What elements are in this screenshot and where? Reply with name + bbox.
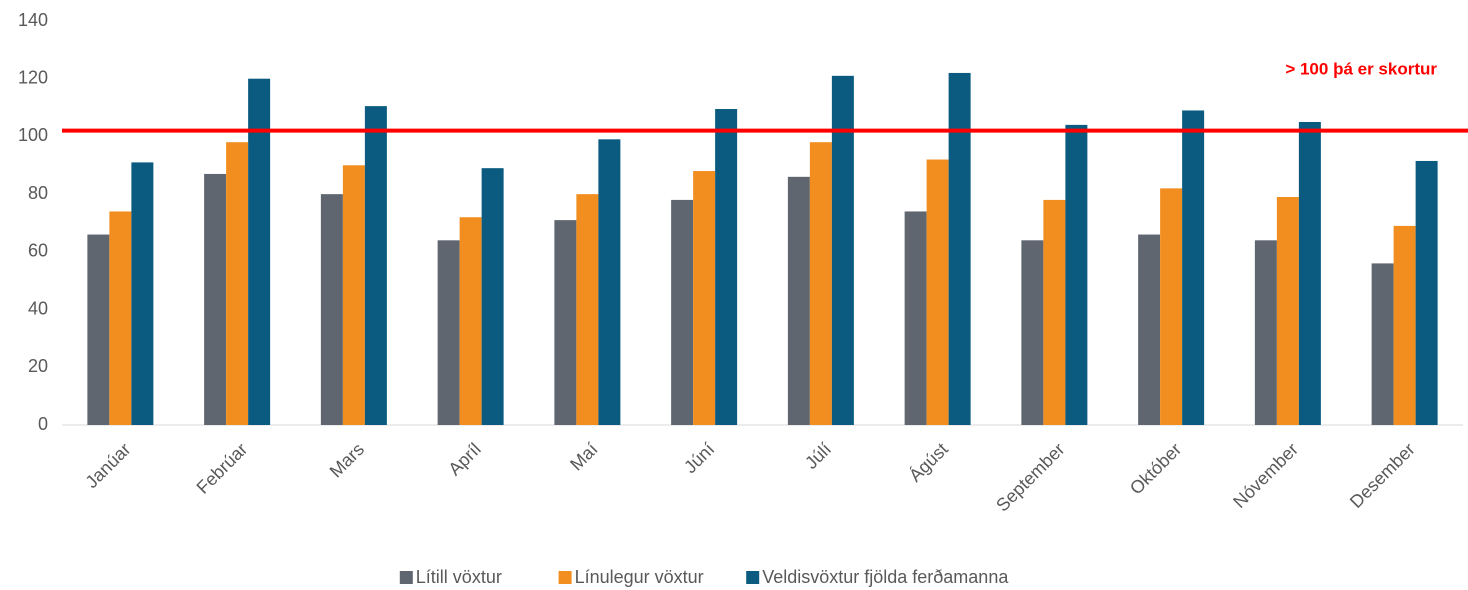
x-tick-label: Nóvember [1229, 439, 1302, 512]
legend-swatch [399, 571, 413, 584]
bar [320, 194, 343, 425]
bar [1065, 124, 1088, 425]
x-tick-label: Ágúst [905, 439, 952, 486]
x-tick-label: September [992, 439, 1068, 515]
x-tick-label: Október [1126, 439, 1185, 498]
bar [1371, 263, 1394, 425]
bar [437, 240, 460, 425]
x-tick-label: Júlí [801, 439, 835, 473]
bar [598, 139, 621, 426]
y-tick-label: 60 [28, 241, 48, 261]
bar [1254, 240, 1277, 425]
y-tick-label: 120 [18, 67, 48, 87]
bar [1182, 110, 1205, 425]
x-tick-label: Janúar [81, 439, 134, 492]
bar [1276, 197, 1299, 425]
bar [671, 199, 694, 425]
bar [204, 173, 227, 425]
bar [926, 159, 949, 425]
bar [226, 142, 249, 425]
bar [715, 109, 738, 425]
y-tick-label: 100 [18, 125, 48, 145]
bar [831, 75, 854, 425]
bar [1298, 122, 1321, 425]
bar [1043, 199, 1066, 425]
bar [459, 217, 482, 425]
x-tick-label: Desember [1346, 439, 1419, 512]
x-tick-label: Mars [326, 439, 368, 481]
legend-label: Lítill vöxtur [416, 567, 502, 587]
x-tick-label: Maí [566, 439, 601, 474]
bar [87, 234, 110, 425]
legend-label: Línulegur vöxtur [575, 567, 704, 587]
y-tick-label: 0 [38, 414, 48, 434]
bar [787, 176, 810, 425]
bar [364, 106, 387, 425]
bar [1393, 225, 1416, 425]
bar [576, 194, 599, 425]
bar [554, 220, 577, 425]
legend-swatch [558, 571, 572, 584]
y-tick-label: 40 [28, 298, 48, 318]
bar [248, 78, 271, 425]
legend-swatch [746, 571, 760, 584]
bar [1415, 160, 1438, 425]
bar [1138, 234, 1161, 425]
bar [809, 142, 832, 425]
x-tick-label: Febrúar [193, 439, 252, 498]
bar [1160, 188, 1183, 425]
bar [131, 162, 154, 425]
y-tick-label: 20 [28, 356, 48, 376]
bar [1021, 240, 1044, 425]
bar [948, 72, 971, 425]
bar [693, 171, 716, 425]
x-tick-label: Júní [680, 439, 718, 477]
legend-label: Veldisvöxtur fjölda ferðamanna [762, 567, 1009, 587]
bar [109, 211, 132, 425]
bar [904, 211, 927, 425]
y-tick-label: 140 [18, 10, 48, 30]
y-tick-label: 80 [28, 183, 48, 203]
bar [481, 168, 504, 425]
x-tick-label: Apríl [444, 439, 484, 479]
bar [342, 165, 365, 426]
annotation: > 100 þá er skortur [1285, 59, 1437, 78]
